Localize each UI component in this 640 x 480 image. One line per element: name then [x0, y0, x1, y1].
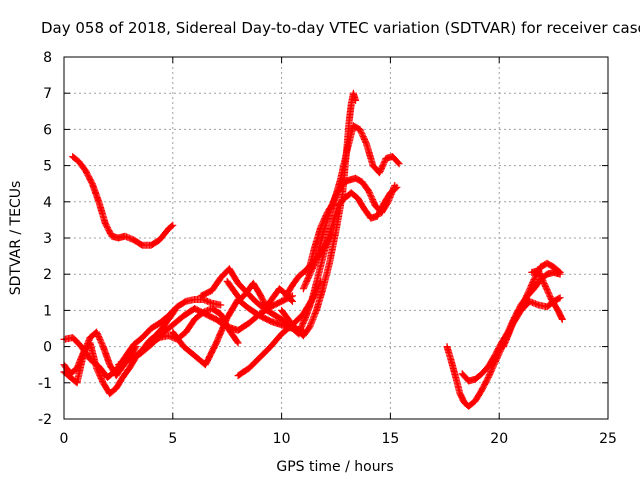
y-tick-label: 8: [43, 50, 52, 66]
y-tick-label: 7: [43, 86, 52, 102]
y-tick-label: 2: [43, 267, 52, 283]
x-tick-label: 10: [273, 431, 291, 447]
x-tick-label: 20: [490, 431, 508, 447]
series-track-6: [130, 305, 242, 361]
data-layer: [60, 89, 566, 410]
y-tick-label: -2: [38, 412, 52, 428]
series-markers: [69, 153, 177, 249]
y-tick-label: 6: [43, 122, 52, 138]
y-tick-label: -1: [38, 376, 52, 392]
x-tick-label: 25: [599, 431, 617, 447]
y-tick-label: 0: [43, 340, 52, 356]
grid: [64, 57, 608, 419]
series-markers: [282, 230, 336, 300]
series-markers: [197, 265, 303, 338]
series-track-14: [304, 122, 403, 278]
x-tick-label: 15: [381, 431, 399, 447]
y-axis-label: SDTVAR / TECUs: [8, 181, 24, 296]
x-tick-label: 5: [168, 431, 177, 447]
series-track-1: [69, 153, 177, 249]
axis-ticks: 0 5 10 15 20 25 -2 -1 0 1 2 3 4 5 6 7 8: [38, 50, 617, 447]
x-axis-label: GPS time / hours: [276, 459, 393, 475]
series-markers: [130, 305, 242, 361]
x-tick-label: 0: [60, 431, 69, 447]
series-markers: [304, 122, 403, 278]
series-track-8: [197, 265, 303, 338]
chart-title: Day 058 of 2018, Sidereal Day-to-day VTE…: [41, 19, 640, 37]
y-tick-label: 3: [43, 231, 52, 247]
y-tick-label: 5: [43, 159, 52, 175]
y-tick-label: 4: [43, 195, 52, 211]
series-markers: [528, 267, 566, 323]
series-track-7: [169, 296, 307, 369]
series-track-19: [528, 267, 566, 323]
series-track-15: [282, 230, 336, 300]
series-markers: [169, 296, 307, 369]
y-tick-label: 1: [43, 303, 52, 319]
